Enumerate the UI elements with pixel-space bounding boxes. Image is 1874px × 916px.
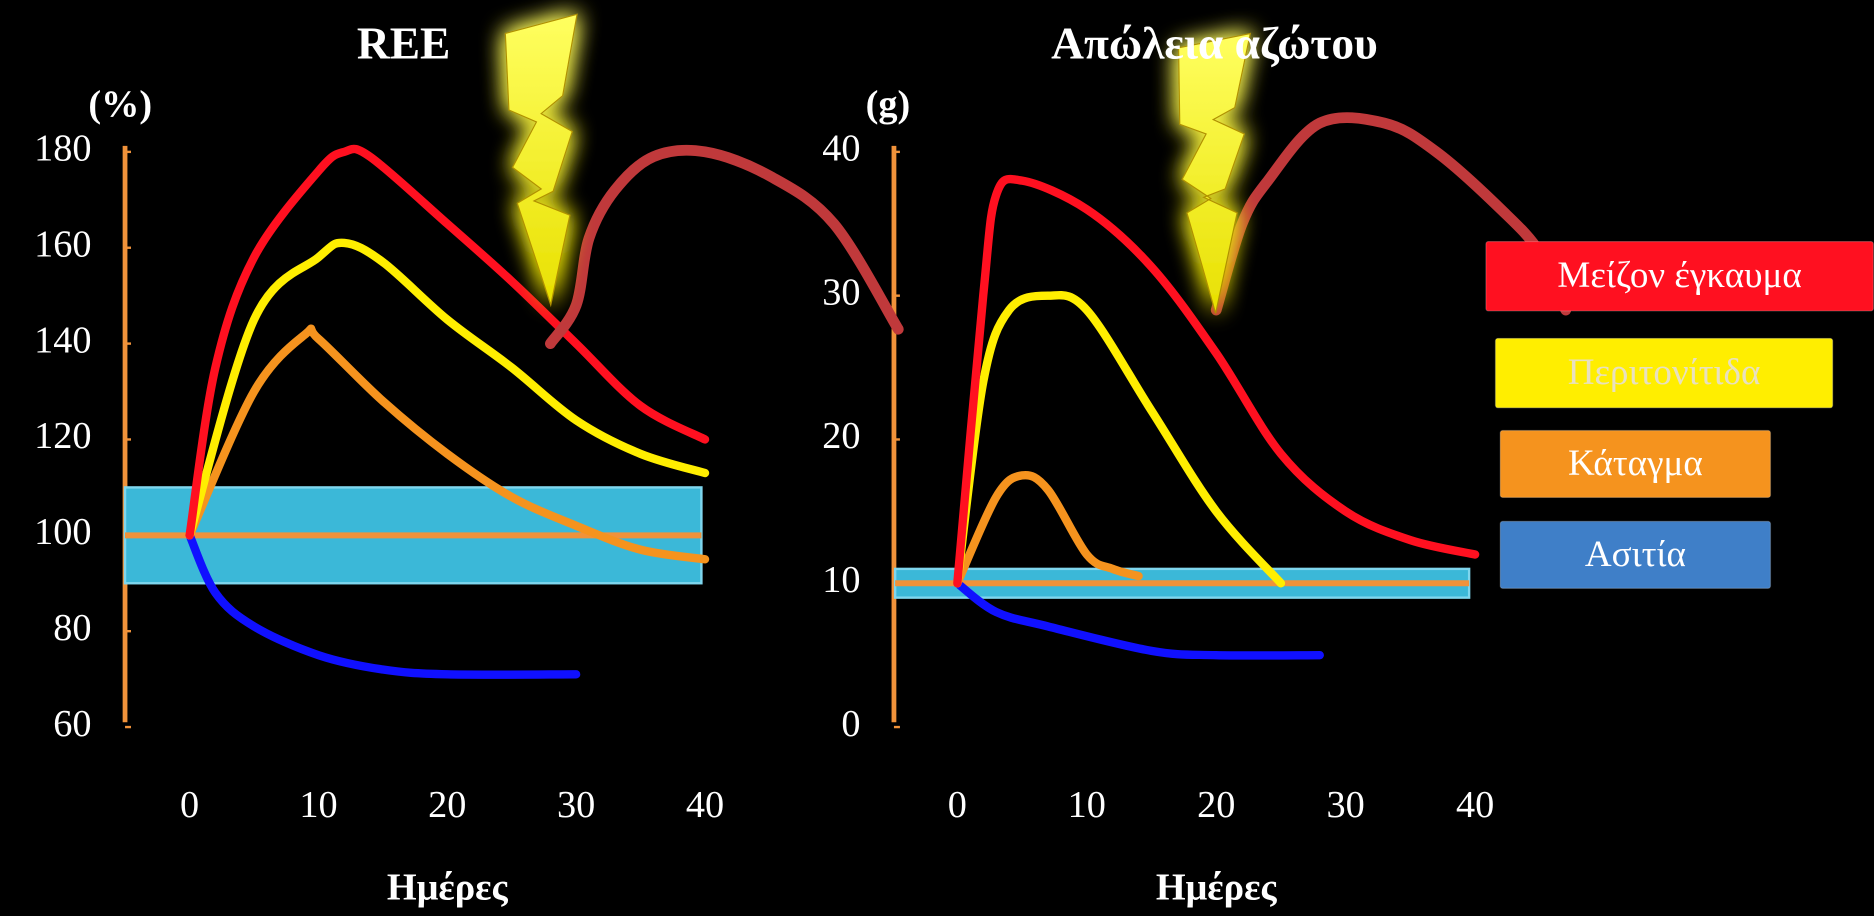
relapse-line [550,150,898,343]
x-tick-label: 20 [428,784,466,826]
legend-label: Κάταγμα [1568,443,1703,484]
y-tick-label: 60 [53,703,91,745]
x-tick-label: 20 [1197,784,1235,826]
lightning-bolt [505,14,577,305]
lightning-bolt [1179,33,1251,313]
page: {"chart_data": [ {"type": "line", "title… [0,0,1874,916]
y-tick-label: 140 [34,319,91,361]
y-tick-label: 80 [53,607,91,649]
y-tick-label: 100 [34,511,91,553]
y-tick-label: 40 [822,128,860,170]
legend-label: Μείζον έγκαυμα [1557,255,1801,296]
x-axis-label: Ημέρες [1156,867,1278,909]
x-tick-label: 0 [180,784,199,826]
x-tick-label: 30 [1327,784,1365,826]
y-tick-label: 120 [34,415,91,457]
y-tick-label: 10 [822,559,860,601]
series-line [957,295,1281,583]
legend-label: Περιτονίτιδα [1568,352,1761,393]
y-tick-label: 20 [822,415,860,457]
x-tick-label: 30 [557,784,595,826]
x-axis-label: Ημέρες [387,867,509,909]
y-tick-label: 30 [822,271,860,313]
y-axis-label: (%) [88,83,152,125]
y-tick-label: 0 [841,703,860,745]
y-tick-label: 180 [34,128,91,170]
chart-title: REE [357,18,450,68]
legend-label: Ασιτία [1585,534,1686,575]
chart-title: Απώλεια αζώτου [1051,18,1377,68]
y-axis-label: (g) [866,83,911,125]
x-tick-label: 10 [299,784,337,826]
x-tick-label: 40 [686,784,724,826]
series-line [957,475,1138,583]
series-line [190,149,705,535]
slide: REE(%)Ημέρες6080100120140160180010203040… [0,0,1874,916]
x-tick-label: 0 [948,784,967,826]
y-tick-label: 160 [34,224,91,266]
x-tick-label: 40 [1456,784,1494,826]
x-tick-label: 10 [1068,784,1106,826]
